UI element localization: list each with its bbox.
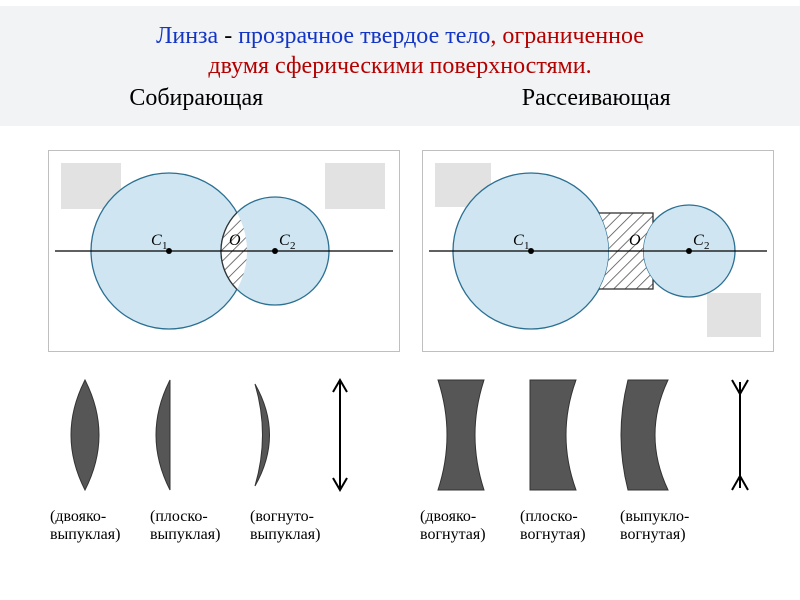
panel-diverging: C1 C2 O: [422, 150, 774, 352]
cap-l-2a: (плоско-: [150, 508, 250, 526]
t2: двумя сферическими поверхностями.: [208, 53, 591, 79]
symbol-converging: [333, 380, 347, 490]
t1dash: -: [218, 23, 238, 49]
captions-right: (двояко- (плоско- (выпукло- вогнутая) во…: [420, 508, 780, 545]
shape-biconcave: [438, 380, 484, 490]
captions-left: (двояко- (плоско- (вогнуто- выпуклая) вы…: [50, 508, 410, 545]
subtitle-left: Собирающая: [129, 85, 263, 112]
cap-l-3b: выпуклая): [250, 526, 370, 544]
cap-l-1a: (двояко-: [50, 508, 150, 526]
shape-concavoconvex: [255, 384, 270, 486]
shapes-converging: [50, 370, 410, 500]
subtitle-right: Рассеивающая: [522, 85, 671, 112]
cap-l-1b: выпуклая): [50, 526, 150, 544]
cap-l-2b: выпуклая): [150, 526, 250, 544]
title-banner: Линза - прозрачное твердое тело, огранич…: [0, 6, 800, 126]
cap-r-3b: вогнутая): [620, 526, 740, 544]
t1a: Линза: [156, 23, 218, 49]
symbol-diverging: [732, 380, 748, 490]
cap-r-2a: (плоско-: [520, 508, 620, 526]
cap-r-1b: вогнутая): [420, 526, 520, 544]
svg-text:2: 2: [290, 240, 296, 252]
svg-text:1: 1: [524, 240, 530, 252]
label-c2: C: [279, 232, 290, 249]
shape-planoconcave: [530, 380, 576, 490]
cap-r-1a: (двояко-: [420, 508, 520, 526]
title-line-1: Линза - прозрачное твердое тело, огранич…: [156, 21, 644, 51]
subtitle-row: Собирающая Рассеивающая: [0, 85, 800, 112]
shape-planoconvex: [156, 380, 170, 490]
shape-biconvex: [71, 380, 99, 490]
shapes-diverging: [420, 370, 780, 500]
svg-text:2: 2: [704, 240, 710, 252]
panel-converging: C1 C2 O: [48, 150, 400, 352]
label-c1r: C: [513, 232, 524, 249]
t1b: прозрачное твердое тело: [238, 23, 490, 49]
label-c2r: C: [693, 232, 704, 249]
cap-r-3a: (выпукло-: [620, 508, 740, 526]
shape-convexoconcave: [621, 380, 668, 490]
t1c: , ограниченное: [490, 23, 644, 49]
title-line-2: двумя сферическими поверхностями.: [208, 51, 591, 81]
svg-text:1: 1: [162, 240, 168, 252]
converging-svg: C1 C2 O: [49, 151, 399, 351]
label-o-right: O: [629, 232, 641, 249]
label-o-left: O: [229, 232, 241, 249]
label-c1: C: [151, 232, 162, 249]
cap-l-3a: (вогнуто-: [250, 508, 370, 526]
diverging-svg: C1 C2 O: [423, 151, 773, 351]
cap-r-2b: вогнутая): [520, 526, 620, 544]
